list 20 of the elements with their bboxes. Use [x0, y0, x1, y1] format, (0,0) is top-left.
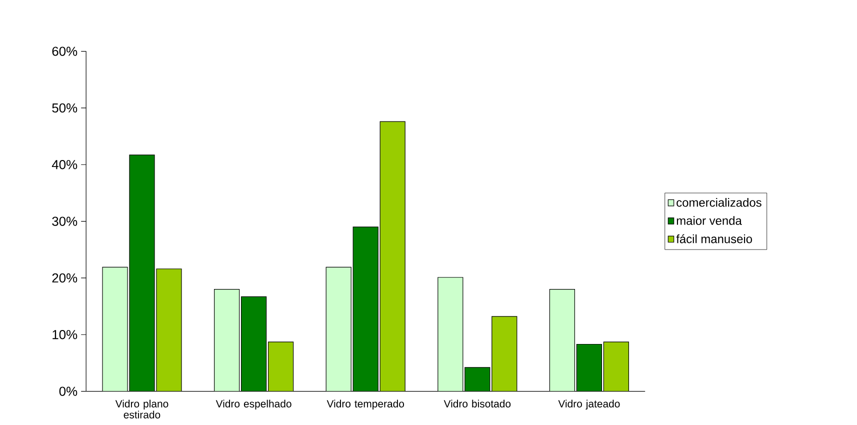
legend-label: fácil manuseio	[676, 234, 752, 244]
bar	[549, 288, 576, 392]
bar	[102, 267, 128, 392]
x-tick-label: Vidro jateado	[558, 400, 620, 410]
x-tick-label: Vidro plano estirado	[115, 400, 168, 418]
bar	[438, 277, 463, 392]
x-tick-label: Vidro espelhado	[216, 400, 292, 410]
y-tick-label: 60%	[52, 46, 78, 56]
legend-label: maior venda	[676, 216, 742, 225]
bar	[214, 289, 240, 392]
x-tick-label: Vidro temperado	[326, 400, 404, 410]
bar	[326, 267, 352, 392]
y-tick-label: 10%	[52, 330, 78, 340]
y-tick-label: 0%	[59, 386, 78, 396]
y-tick-label: 20%	[52, 273, 78, 283]
x-tick-label: Vidro bisotado	[444, 400, 511, 408]
y-tick-label: 40%	[52, 160, 78, 170]
y-tick-label: 50%	[52, 103, 78, 113]
y-tick-label: 30%	[52, 216, 78, 226]
legend-label: comercializados	[676, 198, 762, 207]
